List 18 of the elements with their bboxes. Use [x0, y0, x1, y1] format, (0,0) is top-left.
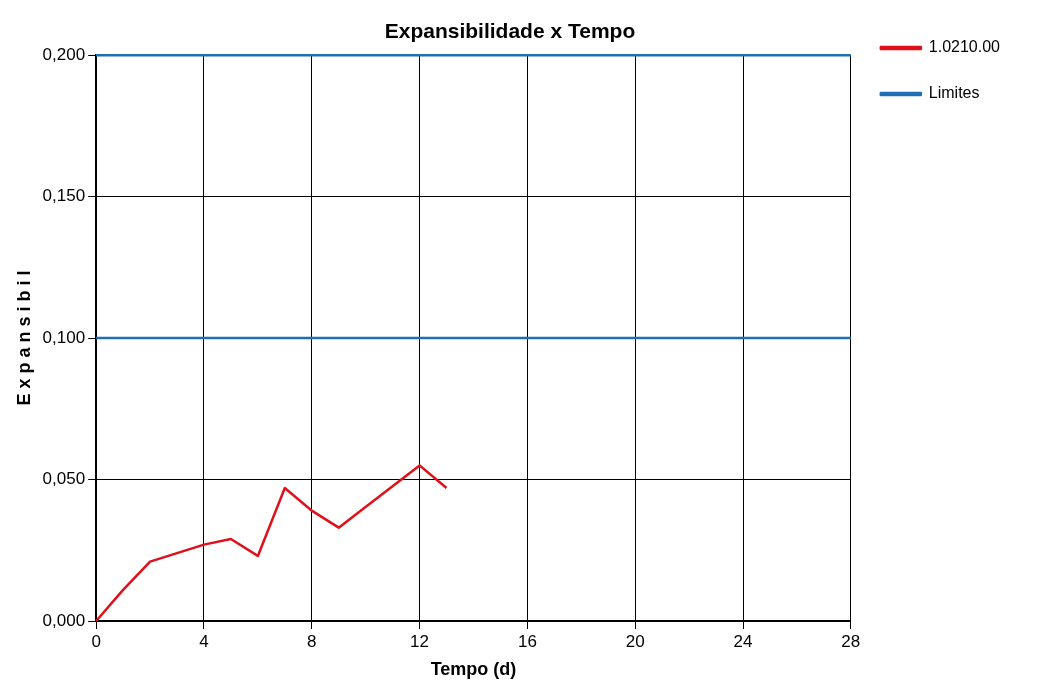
x-tick-label: 24 — [733, 631, 753, 651]
x-tick-label: 0 — [91, 631, 101, 651]
legend-label: Limites — [928, 84, 980, 102]
x-tick-label: 4 — [199, 631, 209, 651]
x-tick-label: 8 — [307, 631, 317, 651]
y-axis-title: E x p a n s i b i l — [13, 270, 34, 406]
y-tick-label: 0,050 — [42, 469, 86, 489]
y-tick-label: 0,100 — [42, 327, 86, 347]
chart-title: Expansibilidade x Tempo — [384, 19, 636, 43]
y-tick-label: 0,200 — [42, 44, 86, 64]
y-tick-label: 0,150 — [42, 186, 86, 206]
x-tick-label: 20 — [625, 631, 645, 651]
x-axis-title: Tempo (d) — [430, 659, 517, 680]
x-tick-label: 16 — [517, 631, 537, 651]
legend-label: 1.0210.00 — [928, 38, 1001, 56]
x-tick-label: 28 — [841, 631, 861, 651]
x-tick-label: 12 — [410, 631, 430, 651]
y-tick-label: 0,000 — [42, 610, 86, 630]
